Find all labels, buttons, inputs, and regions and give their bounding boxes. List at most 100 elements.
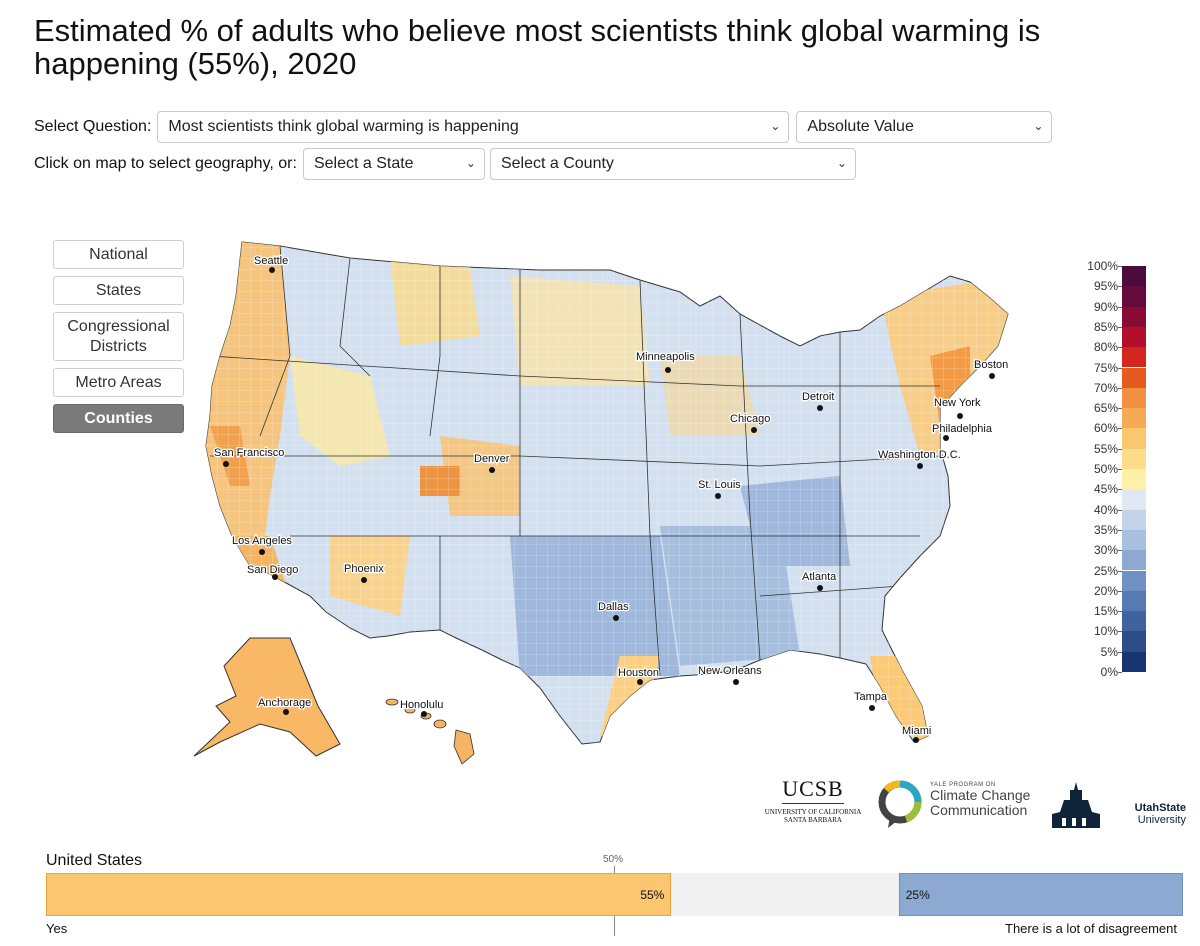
city-label: New York [934, 397, 981, 409]
legend-label: 85% [1093, 319, 1118, 334]
city-label: Anchorage [258, 697, 311, 709]
midpoint-label: 50% [603, 854, 624, 865]
legend-tick [1118, 408, 1122, 410]
legend-swatch [1122, 570, 1146, 591]
geo-button-label: National [89, 245, 148, 263]
page-title: Estimated % of adults who believe most s… [34, 13, 1041, 81]
question-select[interactable]: Most scientists think global warming is … [157, 111, 790, 143]
city-label: St. Louis [698, 479, 741, 491]
geo-button-label: Counties [84, 409, 153, 427]
city-markers: Seattle San Francisco Los Angeles San Diego… [213, 254, 1010, 743]
chevron-down-icon: ⌄ [836, 156, 847, 170]
summary-yes-label: Yes [46, 921, 68, 936]
question-row: Select Question: Most scientists think g… [34, 110, 1053, 144]
legend-tick [1118, 631, 1122, 633]
alaska[interactable] [193, 637, 341, 757]
legend-swatch [1122, 489, 1146, 510]
legend-swatch [1122, 286, 1146, 307]
summary-bar-yes-value: 55% [640, 887, 665, 902]
geo-button-metro-areas[interactable]: Metro Areas [53, 368, 184, 397]
legend-label: 5% [1100, 644, 1118, 659]
us-county-map[interactable]: Seattle San Francisco Los Angeles San Diego… [140, 236, 1040, 776]
legend-swatch [1122, 651, 1146, 672]
city-label: Dallas [598, 601, 629, 613]
summary-bar-neutral [671, 873, 899, 916]
city-dot [361, 577, 367, 583]
city-dot [957, 413, 963, 419]
summary-bar-yes[interactable]: 55% [46, 873, 672, 916]
geo-button-states[interactable]: States [53, 276, 184, 305]
city-dot [943, 435, 949, 441]
legend-swatch [1122, 509, 1146, 530]
legend-tick [1118, 672, 1122, 673]
yale-ccc-logo: YALE PROGRAM ON Climate Change Communica… [930, 782, 1030, 818]
geo-button-national[interactable]: National [53, 240, 184, 269]
city-dot [817, 405, 823, 411]
legend-swatch [1122, 631, 1146, 652]
legend-label: 30% [1093, 543, 1118, 558]
geography-label: Click on map to select geography, or: [34, 155, 297, 172]
legend-label: 75% [1093, 360, 1118, 375]
geo-button-counties[interactable]: Counties [53, 404, 184, 433]
county-select[interactable]: Select a County ⌄ [489, 148, 856, 180]
city-dot [269, 267, 275, 273]
yale-ccc-logo-icon [878, 780, 922, 828]
city-label: Los Angeles [232, 535, 292, 547]
city-dot [637, 679, 643, 685]
legend-label: 90% [1093, 299, 1118, 314]
legend-swatch [1122, 367, 1146, 388]
city-dot [817, 585, 823, 591]
city-dot [869, 705, 875, 711]
legend-label: 80% [1093, 340, 1118, 355]
legend-swatch [1122, 306, 1146, 327]
legend-label: 55% [1093, 441, 1118, 456]
ucsb-logo-sub1: UNIVERSITY OF CALIFORNIA [764, 808, 862, 816]
legend-label: 60% [1093, 421, 1118, 436]
legend-swatch [1122, 408, 1146, 429]
legend-label: 10% [1093, 624, 1118, 639]
legend-swatch [1122, 428, 1146, 449]
yale-logo-line2: Communication [930, 802, 1028, 818]
summary-disagree-label: There is a lot of disagreement [1005, 921, 1177, 936]
city-label: Honolulu [400, 699, 443, 711]
question-select-value: Most scientists think global warming is … [168, 118, 519, 135]
ucsb-logo-text: UCSB [782, 776, 844, 804]
city-dot [421, 711, 427, 717]
city-dot [272, 574, 278, 580]
usu-logo: UtahState University [1102, 802, 1186, 826]
partner-logos: UCSB UNIVERSITY OF CALIFORNIA SANTA BARB… [750, 772, 1190, 834]
legend-tick [1118, 448, 1122, 450]
city-label: Houston [618, 667, 659, 679]
city-label: Philadelphia [932, 423, 993, 435]
legend-tick [1118, 266, 1122, 267]
state-select-value: Select a State [313, 155, 414, 172]
city-label: Boston [974, 359, 1008, 371]
geo-button-congressional-districts[interactable]: Congressional Districts [53, 312, 184, 361]
geography-row: Click on map to select geography, or: Se… [34, 147, 856, 181]
summary-geography: United States [46, 852, 143, 869]
legend-swatch [1122, 326, 1146, 348]
legend-label: 20% [1093, 583, 1118, 598]
legend-swatch [1122, 387, 1146, 409]
legend-tick [1118, 509, 1122, 511]
ucsb-logo: UCSB UNIVERSITY OF CALIFORNIA SANTA BARB… [758, 776, 868, 824]
legend-label: 65% [1093, 401, 1118, 416]
legend-tick [1118, 326, 1122, 328]
summary-bar-disagree-value: 25% [905, 887, 930, 902]
legend-tick [1118, 387, 1122, 389]
legend-label: 45% [1093, 482, 1118, 497]
geography-buttons: National States Congressional Districts … [53, 240, 184, 440]
summary-bar-disagree[interactable]: 25% [898, 873, 1183, 916]
yale-logo-line1: Climate Change [930, 787, 1031, 803]
map-regions [206, 242, 1008, 744]
city-label: Phoenix [344, 563, 384, 575]
value-type-select[interactable]: Absolute Value ⌄ [796, 111, 1053, 143]
legend-swatch [1122, 611, 1146, 632]
geo-button-label: Congressional Districts [67, 317, 170, 355]
city-dot [665, 367, 671, 373]
legend-label: 15% [1093, 604, 1118, 619]
city-dot [715, 493, 721, 499]
state-select[interactable]: Select a State ⌄ [302, 148, 485, 180]
legend-tick [1118, 570, 1122, 572]
value-type-value: Absolute Value [807, 118, 914, 135]
